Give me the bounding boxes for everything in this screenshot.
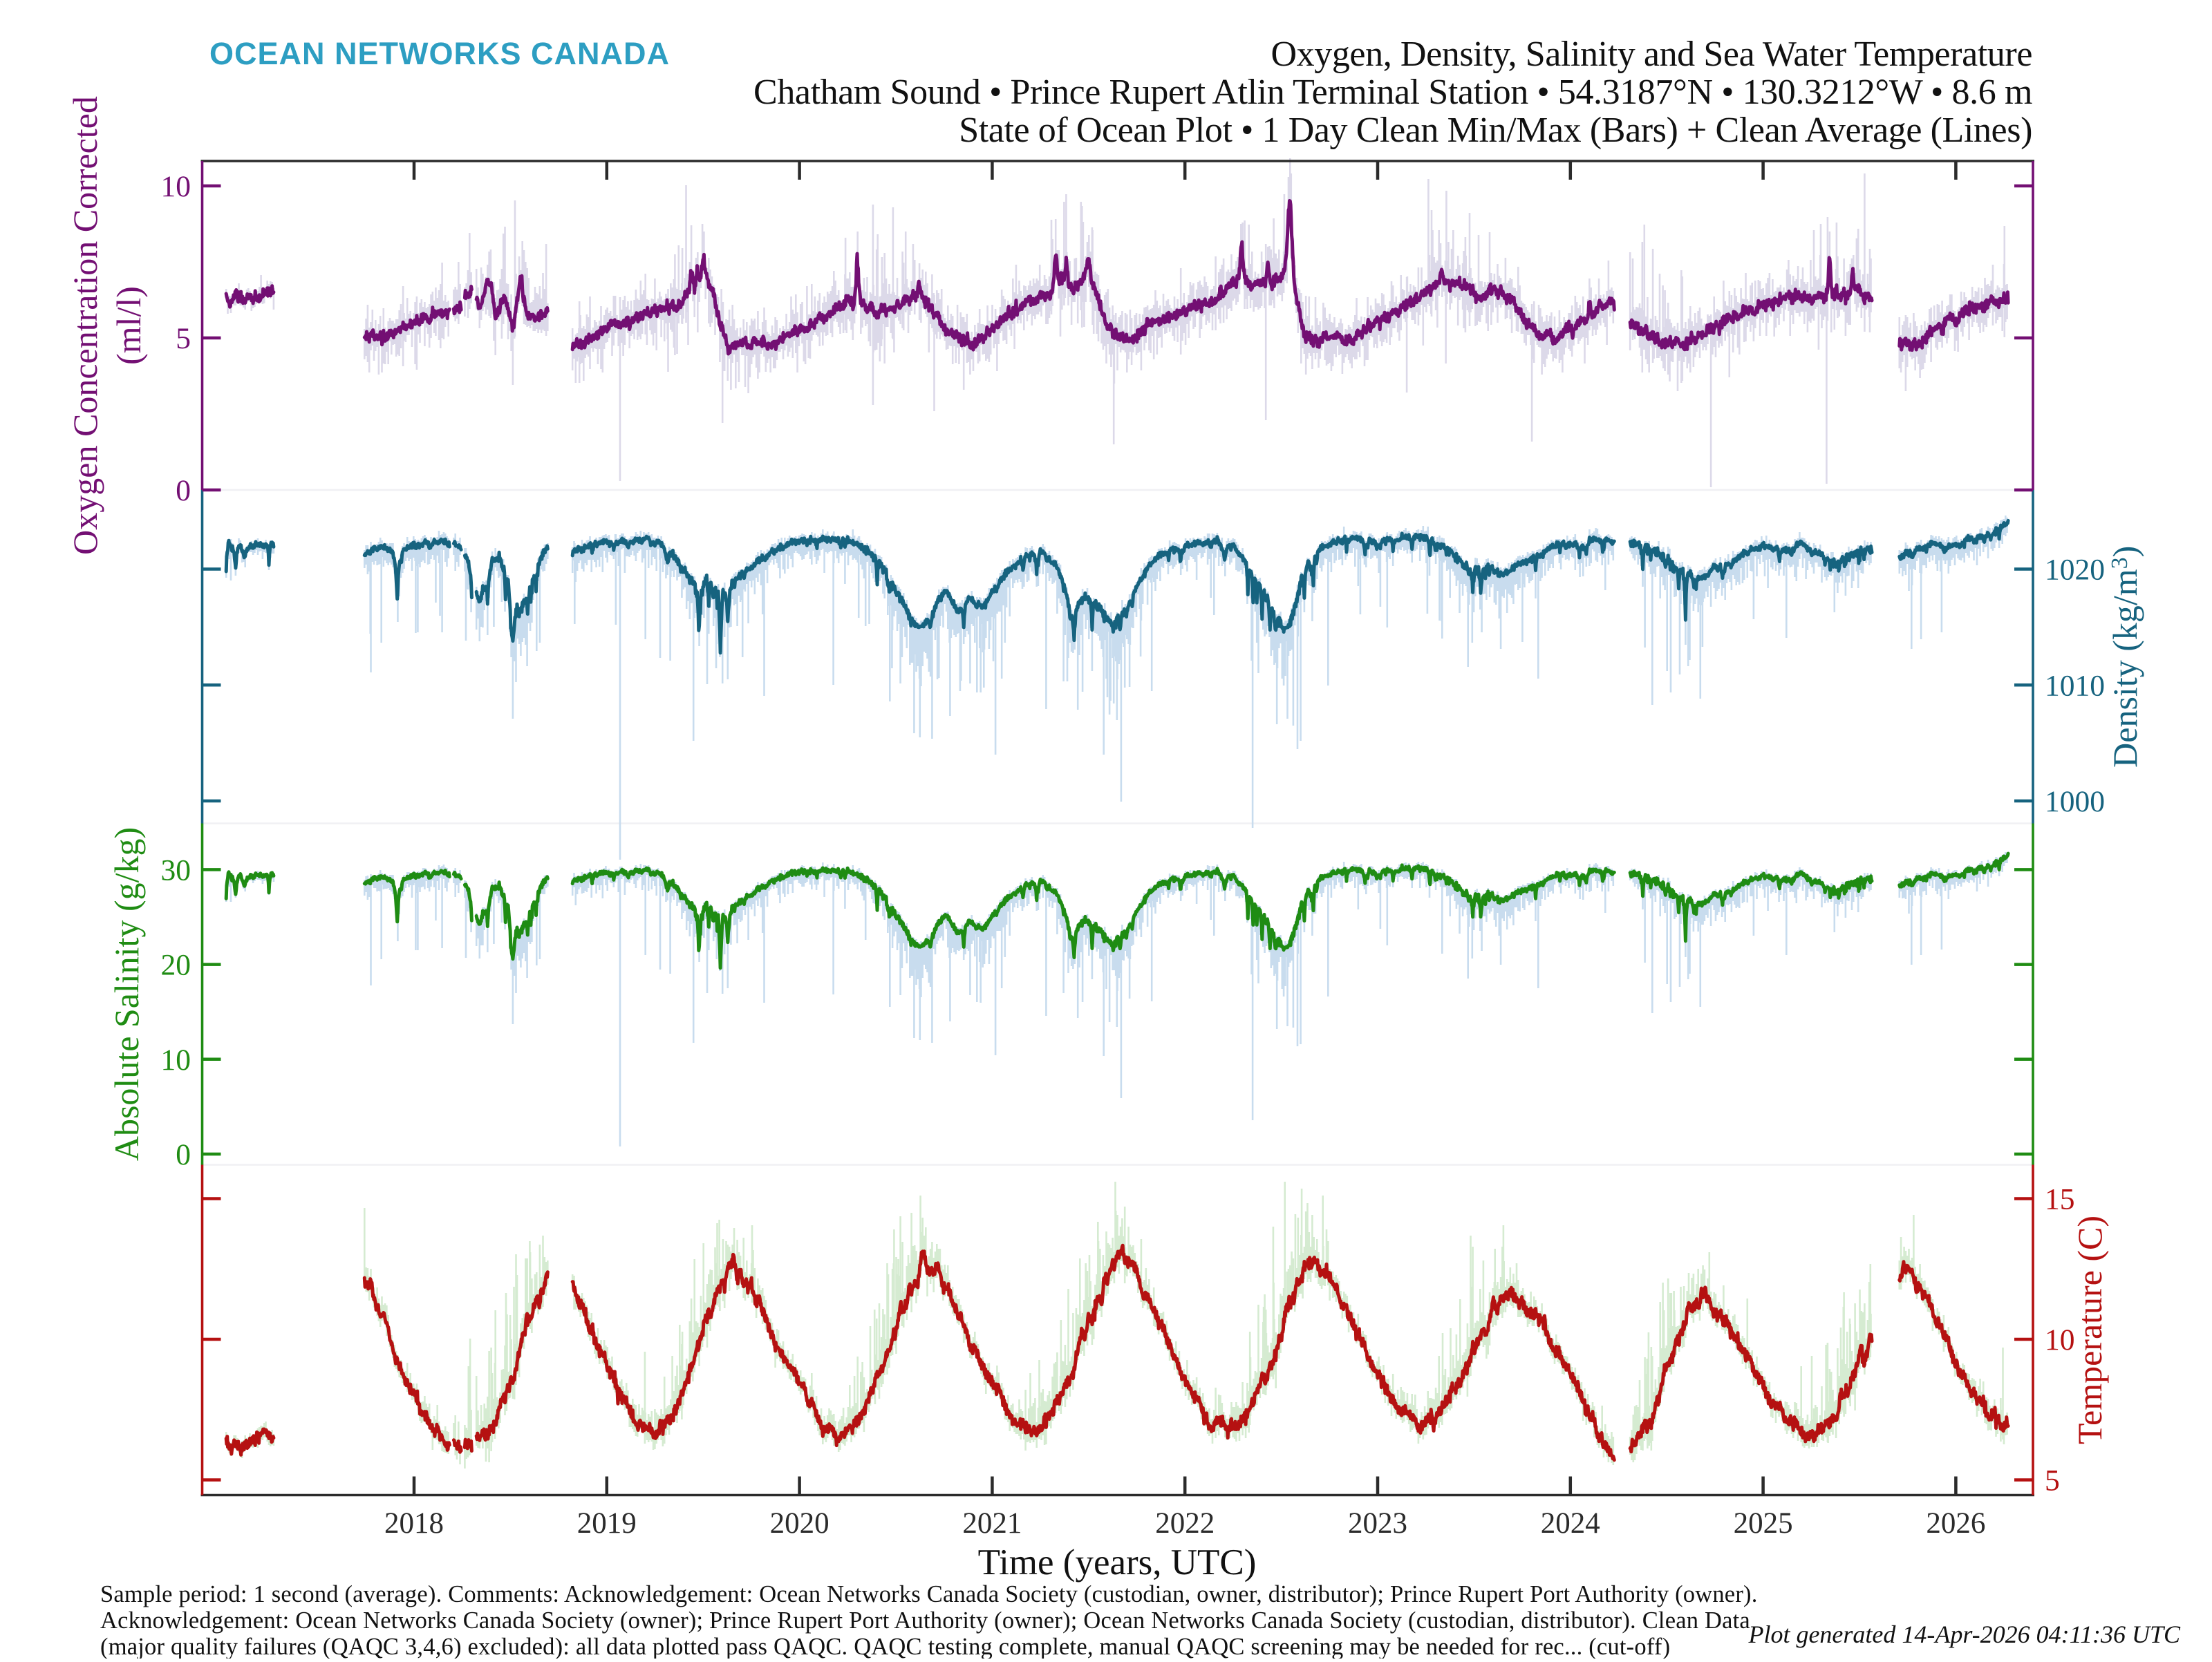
svg-text:(ml/l): (ml/l): [109, 286, 148, 365]
svg-text:10: 10: [161, 1044, 191, 1077]
svg-text:2020: 2020: [770, 1507, 830, 1540]
svg-text:State of Ocean Plot • 1 Day Cl: State of Ocean Plot • 1 Day Clean Min/Ma…: [959, 111, 2032, 150]
svg-text:Plot generated 14-Apr-2026 04:: Plot generated 14-Apr-2026 04:11:36 UTC: [1747, 1621, 2181, 1648]
svg-text:Oxygen Concentration Corrected: Oxygen Concentration Corrected: [66, 96, 104, 555]
svg-text:2021: 2021: [962, 1507, 1022, 1540]
svg-text:Density (kg/m3): Density (kg/m3): [2106, 546, 2144, 768]
svg-text:30: 30: [161, 853, 191, 887]
svg-text:10: 10: [2045, 1323, 2075, 1357]
svg-text:1010: 1010: [2045, 669, 2105, 702]
svg-text:2022: 2022: [1155, 1507, 1215, 1540]
svg-text:15: 15: [2045, 1183, 2075, 1216]
svg-text:0: 0: [176, 1138, 191, 1171]
svg-text:2018: 2018: [384, 1507, 444, 1540]
svg-text:Temperature (C): Temperature (C): [2070, 1216, 2109, 1444]
svg-text:Sample period: 1 second (avera: Sample period: 1 second (average). Comme…: [100, 1581, 1758, 1607]
svg-text:2019: 2019: [577, 1507, 637, 1540]
svg-text:0: 0: [176, 474, 191, 507]
svg-text:(major quality failures (QAQC: (major quality failures (QAQC 3,4,6) exc…: [100, 1634, 1670, 1659]
svg-text:Acknowledgement: Ocean Network: Acknowledgement: Ocean Networks Canada S…: [100, 1607, 1750, 1634]
svg-text:1020: 1020: [2045, 554, 2105, 587]
svg-text:Chatham Sound • Prince Rupert: Chatham Sound • Prince Rupert Atlin Term…: [753, 73, 2032, 112]
svg-text:2026: 2026: [1926, 1507, 1985, 1540]
svg-text:2024: 2024: [1541, 1507, 1600, 1540]
svg-text:20: 20: [161, 949, 191, 982]
svg-text:10: 10: [161, 170, 191, 203]
svg-text:2023: 2023: [1348, 1507, 1407, 1540]
svg-text:1000: 1000: [2045, 785, 2105, 818]
svg-text:Absolute Salinity (g/kg): Absolute Salinity (g/kg): [107, 827, 146, 1161]
svg-text:OCEAN NETWORKS CANADA: OCEAN NETWORKS CANADA: [209, 36, 670, 71]
svg-text:2025: 2025: [1734, 1507, 1793, 1540]
svg-text:Oxygen, Density, Salinity and: Oxygen, Density, Salinity and Sea Water …: [1271, 35, 2032, 74]
svg-text:5: 5: [2045, 1464, 2060, 1498]
svg-text:Time (years, UTC): Time (years, UTC): [978, 1542, 1257, 1583]
svg-text:5: 5: [176, 322, 191, 355]
